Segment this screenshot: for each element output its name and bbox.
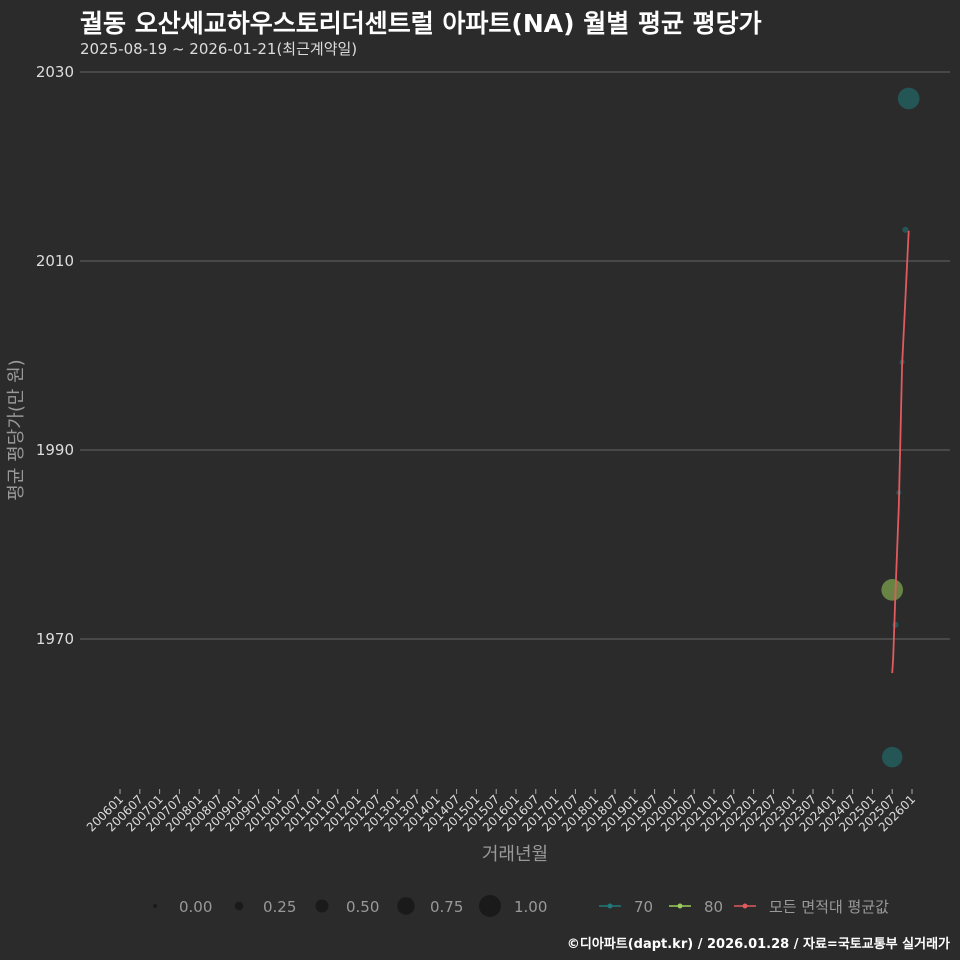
average-line bbox=[891, 230, 910, 674]
legend-color-label: 70 bbox=[634, 898, 653, 916]
legend-color-label: 80 bbox=[704, 898, 723, 916]
legend-color-label: 모든 면적대 평균값 bbox=[769, 898, 889, 916]
legend-size-marker bbox=[479, 895, 501, 917]
legend-size-label: 0.75 bbox=[430, 898, 463, 916]
y-tick-label: 2010 bbox=[36, 252, 74, 270]
chart-title: 궐동 오산세교하우스토리더센트럴 아파트(NA) 월별 평균 평당가 bbox=[80, 9, 762, 38]
credit-text: ©디아파트(dapt.kr) / 2026.01.28 / 자료=국토교통부 실… bbox=[566, 937, 950, 952]
legend-size-marker bbox=[234, 901, 244, 911]
data-point-70 bbox=[897, 87, 920, 110]
legend-size-label: 1.00 bbox=[514, 898, 547, 916]
legend-size-marker bbox=[153, 904, 157, 908]
legend-size-marker bbox=[315, 899, 329, 913]
y-axis-label: 평균 평당가(만 원) bbox=[6, 359, 27, 500]
chart-subtitle: 2025-08-19 ~ 2026-01-21(최근계약일) bbox=[80, 40, 358, 58]
legend-color-dot bbox=[742, 903, 748, 909]
legend-color-dot bbox=[607, 903, 613, 909]
legend-size-label: 0.25 bbox=[263, 898, 296, 916]
x-axis-label: 거래년월 bbox=[482, 844, 548, 865]
y-tick-label: 1970 bbox=[36, 630, 74, 648]
data-point-70 bbox=[892, 621, 899, 628]
y-tick-label: 2030 bbox=[36, 63, 74, 81]
legend-size-label: 0.00 bbox=[179, 898, 212, 916]
legend-color-dot bbox=[677, 903, 683, 909]
data-point-80 bbox=[881, 579, 903, 601]
data-point-70 bbox=[902, 226, 909, 233]
legend-size-marker bbox=[397, 897, 415, 915]
y-tick-label: 1990 bbox=[36, 441, 74, 459]
data-point-70 bbox=[881, 746, 903, 768]
legend-size-label: 0.50 bbox=[346, 898, 379, 916]
